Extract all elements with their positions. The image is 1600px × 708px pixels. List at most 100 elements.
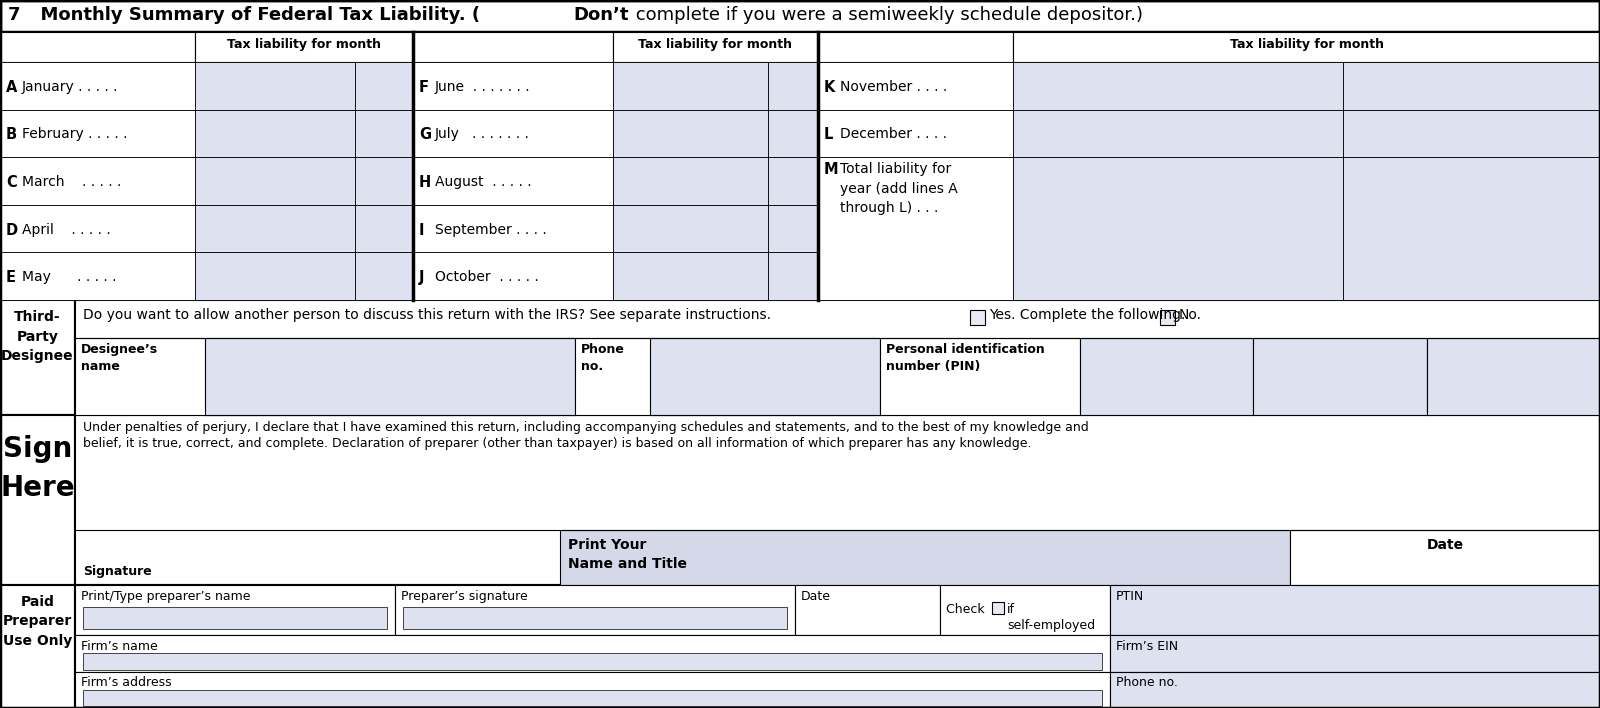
Bar <box>0 252 195 300</box>
Bar <box>613 62 768 110</box>
Bar <box>768 252 818 300</box>
Bar <box>75 671 1110 708</box>
Bar <box>818 62 1013 110</box>
Text: Monthly Summary of Federal Tax Liability. (: Monthly Summary of Federal Tax Liability… <box>29 6 480 24</box>
Text: Don’t: Don’t <box>573 6 629 24</box>
Bar <box>355 205 413 252</box>
Text: Print/Type preparer’s name: Print/Type preparer’s name <box>82 590 251 603</box>
Bar <box>205 338 574 415</box>
Bar <box>355 157 413 205</box>
Bar <box>613 32 818 62</box>
Bar <box>768 205 818 252</box>
Bar <box>1290 530 1600 585</box>
Text: December . . . .: December . . . . <box>840 127 947 142</box>
Text: June  . . . . . . .: June . . . . . . . <box>435 80 531 93</box>
Text: Check: Check <box>946 603 989 616</box>
Bar <box>560 530 1290 585</box>
Bar <box>195 205 355 252</box>
Bar <box>613 205 768 252</box>
Text: Third-
Party
Designee: Third- Party Designee <box>2 310 74 363</box>
Text: Total liability for
year (add lines A
through L) . . .: Total liability for year (add lines A th… <box>840 162 958 215</box>
Text: J: J <box>419 270 424 285</box>
Bar <box>970 310 986 325</box>
Text: March    . . . . .: March . . . . . <box>22 175 122 189</box>
Text: A: A <box>6 80 18 95</box>
Text: 7: 7 <box>8 6 21 24</box>
Bar <box>795 585 941 635</box>
Bar <box>195 110 355 157</box>
Text: April    . . . . .: April . . . . . <box>22 222 110 236</box>
Bar <box>818 157 1013 300</box>
Bar <box>83 607 387 629</box>
Text: K: K <box>824 80 835 95</box>
Bar <box>75 300 1600 415</box>
Bar <box>0 585 75 708</box>
Bar <box>768 110 818 157</box>
Bar <box>413 110 613 157</box>
Bar <box>1013 62 1342 110</box>
Text: Print Your
Name and Title: Print Your Name and Title <box>568 538 686 571</box>
Bar <box>413 205 613 252</box>
Bar <box>613 110 768 157</box>
Text: F: F <box>419 80 429 95</box>
Bar <box>1110 635 1600 671</box>
Bar <box>0 0 1600 32</box>
Bar <box>413 252 613 300</box>
Text: G: G <box>419 127 430 142</box>
Text: E: E <box>6 270 16 285</box>
Bar <box>768 157 818 205</box>
Text: Phone no.: Phone no. <box>1117 677 1178 690</box>
Bar <box>0 205 195 252</box>
Bar <box>195 252 355 300</box>
Bar <box>0 300 75 415</box>
Text: September . . . .: September . . . . <box>435 222 547 236</box>
Text: Firm’s EIN: Firm’s EIN <box>1117 640 1178 653</box>
Text: belief, it is true, correct, and complete. Declaration of preparer (other than t: belief, it is true, correct, and complet… <box>83 437 1032 450</box>
Bar <box>75 585 1600 708</box>
Bar <box>613 252 768 300</box>
Bar <box>818 110 1013 157</box>
Text: B: B <box>6 127 18 142</box>
Bar <box>1427 338 1600 415</box>
Text: Yes. Complete the following.: Yes. Complete the following. <box>989 308 1186 322</box>
Bar <box>941 585 1110 635</box>
Bar <box>1013 157 1342 300</box>
Text: L: L <box>824 127 834 142</box>
Text: February . . . . .: February . . . . . <box>22 127 128 142</box>
Bar <box>83 690 1102 706</box>
Text: I: I <box>419 222 424 238</box>
Text: C: C <box>6 175 16 190</box>
Text: No.: No. <box>1179 308 1202 322</box>
Text: January . . . . .: January . . . . . <box>22 80 118 93</box>
Text: Under penalties of perjury, I declare that I have examined this return, includin: Under penalties of perjury, I declare th… <box>83 421 1088 434</box>
Bar <box>403 607 787 629</box>
Bar <box>355 110 413 157</box>
Text: M: M <box>824 162 838 177</box>
Bar <box>1160 310 1174 325</box>
Text: Designee’s
name: Designee’s name <box>82 343 158 373</box>
Bar <box>195 32 413 62</box>
Bar <box>574 338 880 415</box>
Text: Preparer’s signature: Preparer’s signature <box>402 590 528 603</box>
Bar <box>880 338 1080 415</box>
Text: Date: Date <box>802 590 830 603</box>
Text: Sign
Here: Sign Here <box>0 435 75 502</box>
Text: D: D <box>6 222 18 238</box>
Text: PTIN: PTIN <box>1117 590 1144 603</box>
Text: August  . . . . .: August . . . . . <box>435 175 531 189</box>
Text: October  . . . . .: October . . . . . <box>435 270 539 284</box>
Text: Phone
no.: Phone no. <box>581 343 626 373</box>
Text: Tax liability for month: Tax liability for month <box>227 38 381 51</box>
Bar <box>768 62 818 110</box>
Bar <box>1342 157 1600 300</box>
Text: Paid
Preparer
Use Only: Paid Preparer Use Only <box>3 595 72 648</box>
Text: May      . . . . .: May . . . . . <box>22 270 117 284</box>
Bar <box>413 62 613 110</box>
Text: Personal identification
number (PIN): Personal identification number (PIN) <box>886 343 1045 373</box>
Bar <box>413 32 613 62</box>
Text: Do you want to allow another person to discuss this return with the IRS? See sep: Do you want to allow another person to d… <box>83 308 771 322</box>
Bar <box>0 62 195 110</box>
Bar <box>0 110 195 157</box>
Bar <box>1013 110 1342 157</box>
Bar <box>75 338 574 415</box>
